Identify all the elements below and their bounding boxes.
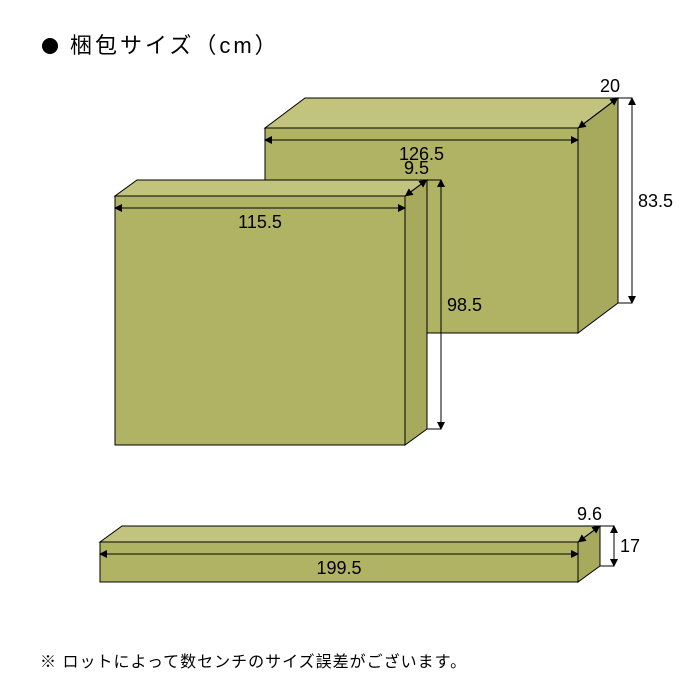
box-front-width: 115.5 [238,212,282,233]
box-front-depth: 9.5 [404,158,429,179]
box-front-height: 98.5 [447,295,482,316]
box-long-height: 17 [620,536,640,557]
box-back-depth: 20 [600,76,620,97]
box-long-depth: 9.6 [577,504,602,525]
box-long-width: 199.5 [316,558,361,579]
box-back-height: 83.5 [638,191,673,212]
